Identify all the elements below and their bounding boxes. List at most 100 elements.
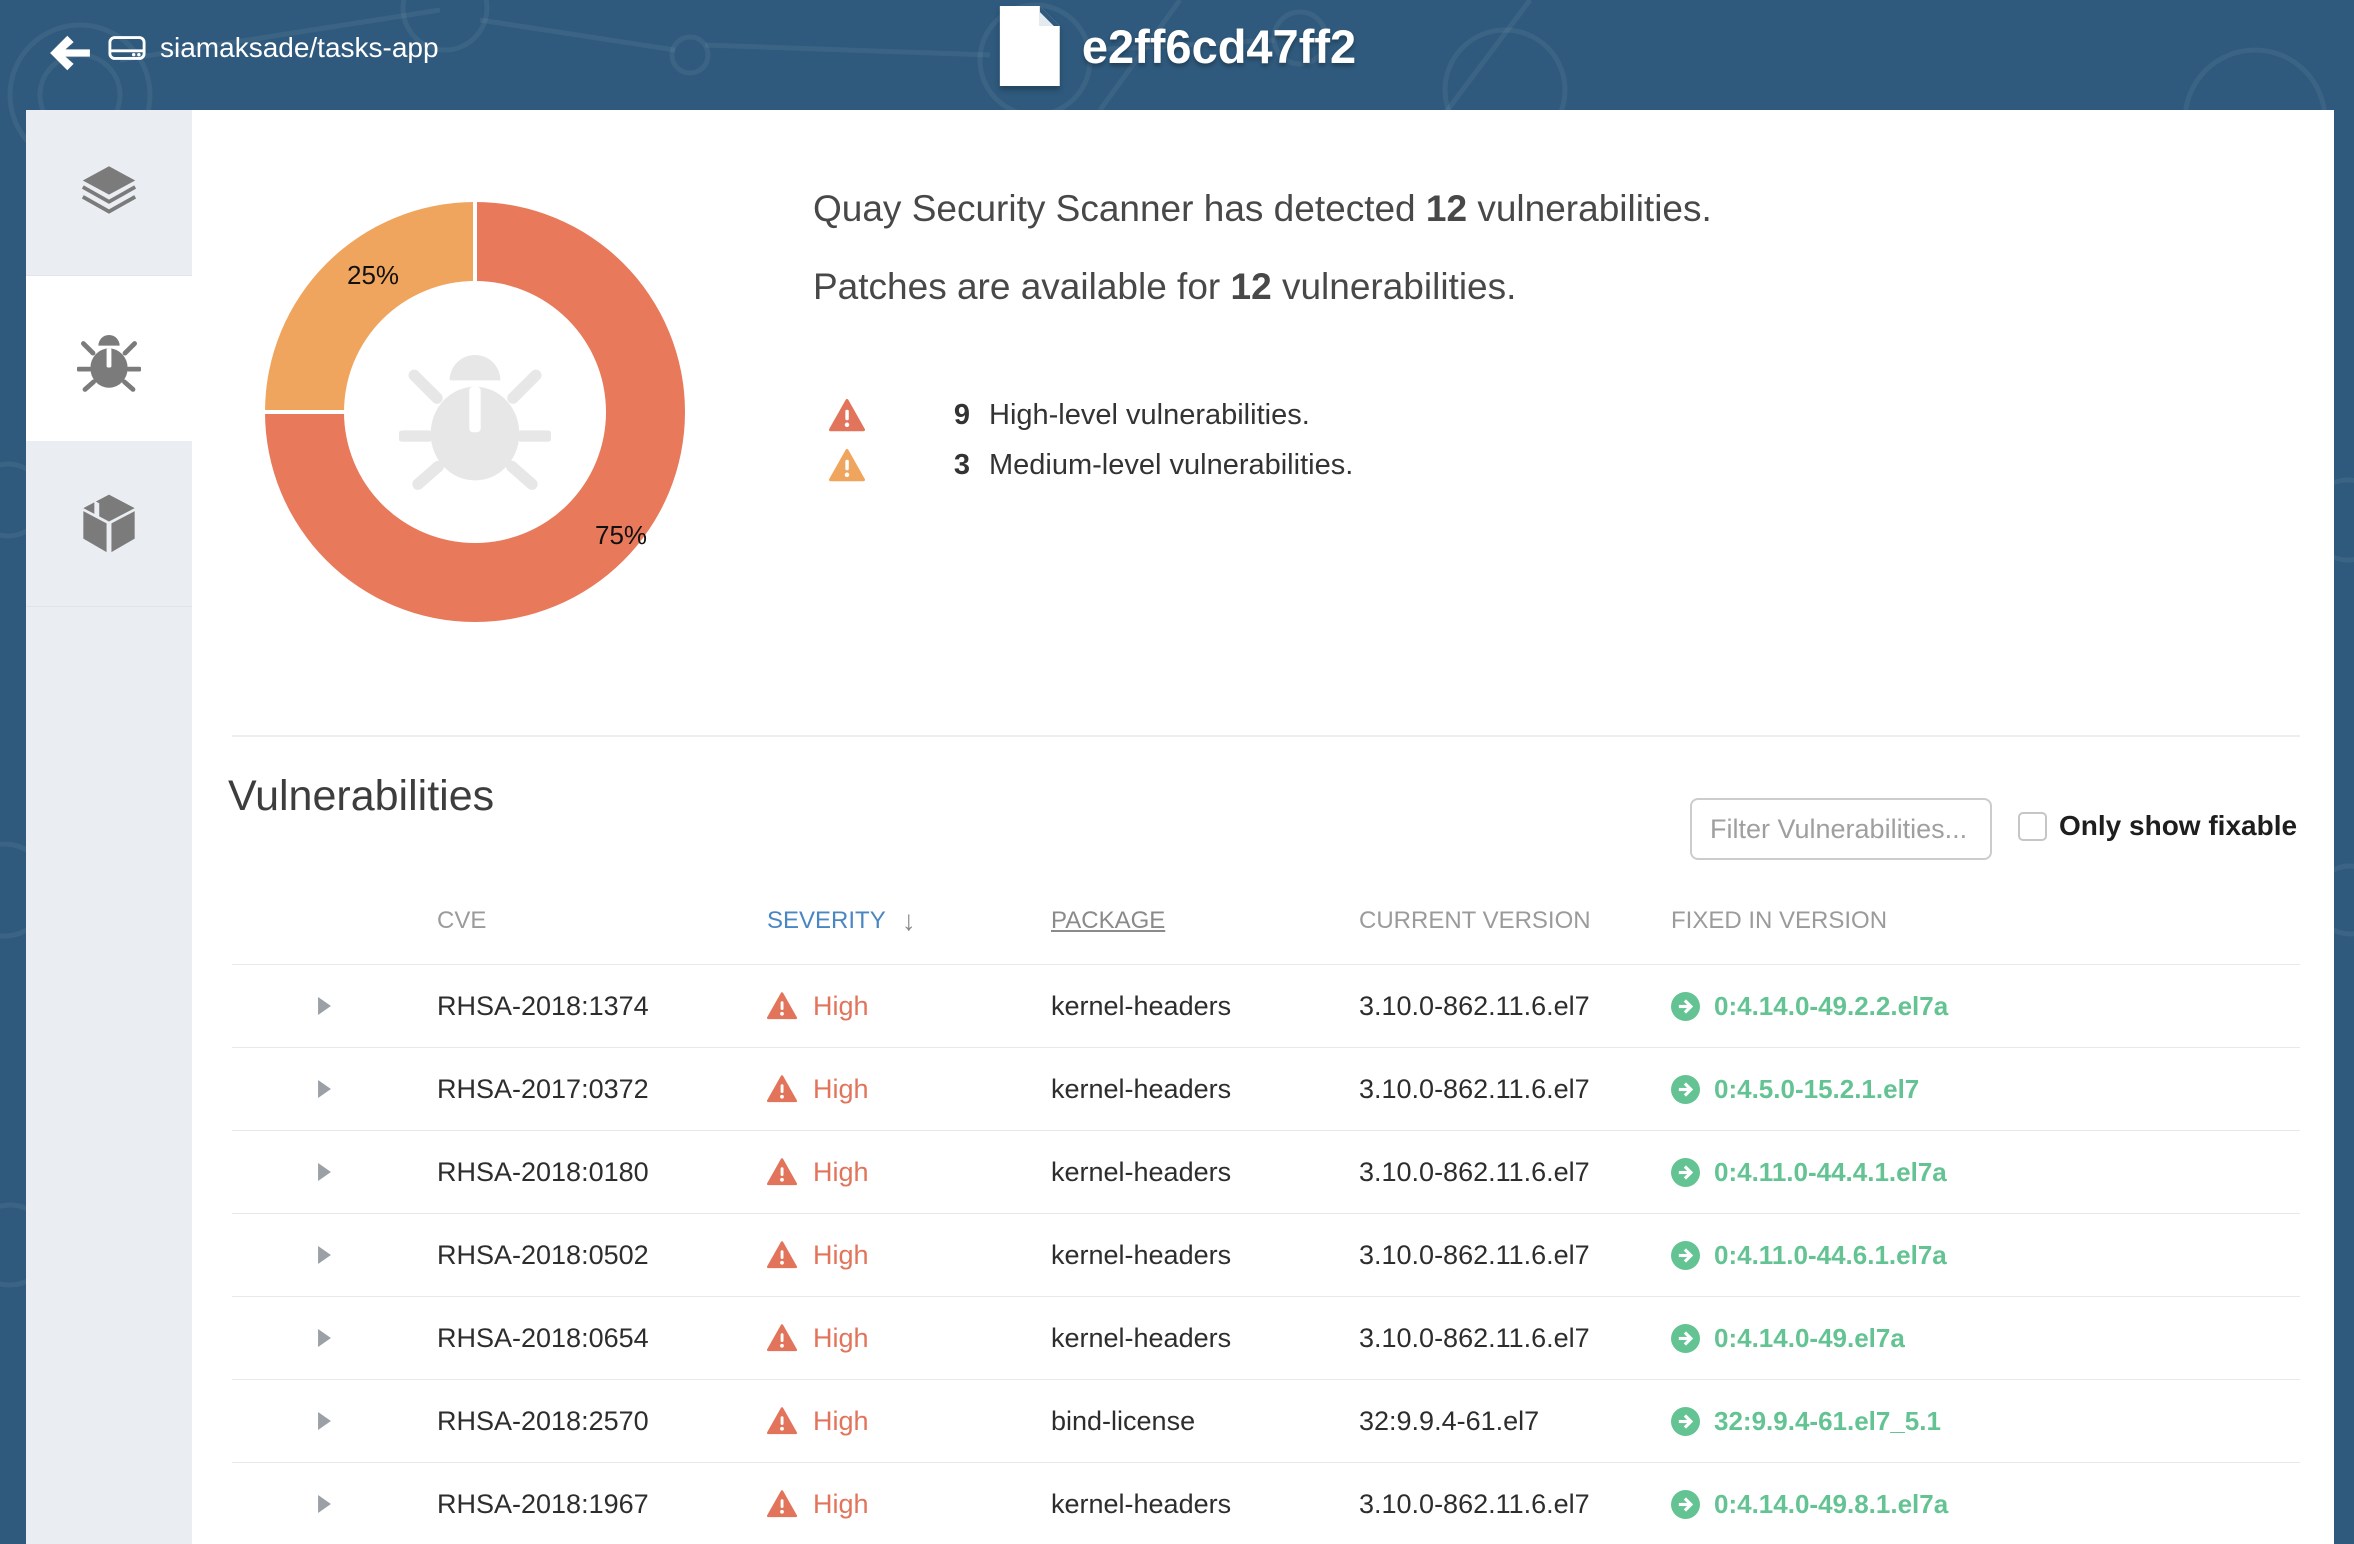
current-version-value: 3.10.0-862.11.6.el7 (1359, 1156, 1590, 1187)
fixed-version-icon (1671, 1323, 1700, 1353)
vuln-table-body: RHSA-2018:1374 High kernel-headers 3.10.… (232, 964, 2300, 1544)
current-version-value: 3.10.0-862.11.6.el7 (1359, 990, 1590, 1021)
repository-name: siamaksade/tasks-app (160, 32, 439, 63)
cve-value: RHSA-2018:1967 (437, 1488, 649, 1519)
medium-slice-label: 25% (347, 260, 400, 290)
column-header-current-version[interactable]: CURRENT VERSION (1359, 907, 1591, 934)
package-value: kernel-headers (1051, 1488, 1232, 1519)
column-header-severity[interactable]: SEVERITY ↓ (767, 905, 916, 936)
expand-caret-icon[interactable] (318, 1494, 331, 1513)
scan-summary: Quay Security Scanner has detected 12 vu… (813, 190, 1712, 305)
package-value: bind-license (1051, 1405, 1196, 1436)
medium-label: Medium-level vulnerabilities. (989, 448, 1354, 481)
vulnerability-row[interactable]: RHSA-2018:2570 High bind-license 32:9.9.… (232, 1379, 2300, 1462)
image-title: e2ff6cd47ff2 (998, 6, 1356, 86)
patches-count: 12 (1230, 266, 1272, 307)
repository-breadcrumb[interactable]: siamaksade/tasks-app (108, 32, 439, 64)
only-show-fixable-checkbox[interactable] (2018, 811, 2047, 841)
high-slice-label: 75% (595, 520, 648, 550)
detected-count: 12 (1425, 188, 1468, 229)
medium-count: 3 (953, 448, 971, 481)
table-header-row: CVE SEVERITY ↓ PACKAGE CURRENT VERSION F… (232, 878, 2300, 964)
fixed-version-value: 0:4.11.0-44.4.1.el7a (1714, 1156, 1947, 1187)
expand-caret-icon[interactable] (318, 1328, 331, 1347)
current-version-value: 3.10.0-862.11.6.el7 (1359, 1073, 1590, 1104)
vulnerability-donut-chart: 25% 75% (265, 202, 685, 622)
fixed-version-value: 0:4.14.0-49.2.2.el7a (1714, 990, 1949, 1021)
vulnerability-row[interactable]: RHSA-2018:0180 High kernel-headers 3.10.… (232, 1130, 2300, 1213)
sort-descending-icon[interactable]: ↓ (901, 905, 916, 936)
column-header-package[interactable]: PACKAGE (1051, 907, 1166, 934)
current-version-value: 3.10.0-862.11.6.el7 (1359, 1488, 1590, 1519)
expand-caret-icon[interactable] (318, 1411, 331, 1430)
fixed-version-value: 0:4.14.0-49.8.1.el7a (1714, 1488, 1949, 1519)
vulnerability-row[interactable]: RHSA-2017:0372 High kernel-headers 3.10.… (232, 1047, 2300, 1130)
top-header: siamaksade/tasks-app e2ff6cd47ff2 (0, 0, 2354, 110)
fixed-version-icon (1671, 1157, 1700, 1187)
medium-stat-row: 3 Medium-level vulnerabilities. (829, 440, 1353, 490)
severity-label: High (813, 1488, 869, 1519)
repository-icon (108, 36, 146, 60)
expand-caret-icon[interactable] (318, 1245, 331, 1264)
medium-warning-icon (829, 448, 865, 481)
sidebar-item-packages[interactable] (26, 441, 192, 607)
column-header-cve[interactable]: CVE (437, 907, 487, 934)
vulnerability-row[interactable]: RHSA-2018:1374 High kernel-headers 3.10.… (232, 964, 2300, 1047)
bug-watermark-icon (399, 355, 551, 490)
vulnerability-row[interactable]: RHSA-2018:0502 High kernel-headers 3.10.… (232, 1213, 2300, 1296)
high-severity-icon (767, 1324, 797, 1352)
package-value: kernel-headers (1051, 1322, 1232, 1353)
column-header-fixed-version[interactable]: FIXED IN VERSION (1671, 907, 1888, 934)
high-severity-icon (767, 1490, 797, 1518)
cve-value: RHSA-2017:0372 (437, 1073, 649, 1104)
current-version-value: 3.10.0-862.11.6.el7 (1359, 1239, 1590, 1270)
severity-label: High (813, 1073, 869, 1104)
package-icon (83, 494, 135, 552)
patches-line: Patches are available for 12 vulnerabili… (813, 266, 1517, 307)
vulnerabilities-heading: Vulnerabilities (228, 772, 495, 820)
sidebar-item-security-scan[interactable] (26, 276, 192, 441)
vulnerability-row[interactable]: RHSA-2018:1967 High kernel-headers 3.10.… (232, 1462, 2300, 1544)
fixed-version-value: 0:4.5.0-15.2.1.el7 (1714, 1073, 1920, 1104)
high-severity-icon (767, 992, 797, 1020)
fixed-version-icon (1671, 1489, 1700, 1519)
layers-icon (81, 165, 137, 214)
fixed-version-icon (1671, 991, 1700, 1021)
fixed-version-value: 32:9.9.4-61.el7_5.1 (1714, 1405, 1941, 1436)
fixed-version-value: 0:4.11.0-44.6.1.el7a (1714, 1239, 1947, 1270)
package-value: kernel-headers (1051, 1156, 1232, 1187)
detected-line: Quay Security Scanner has detected 12 vu… (813, 188, 1712, 229)
sidebar-item-layers[interactable] (26, 110, 192, 276)
expand-caret-icon[interactable] (318, 1079, 331, 1098)
image-id-title: e2ff6cd47ff2 (1081, 19, 1357, 73)
package-value: kernel-headers (1051, 1073, 1232, 1104)
expand-caret-icon[interactable] (318, 1162, 331, 1181)
severity-stats: 9 High-level vulnerabilities. 3 Medium-l… (829, 390, 1353, 490)
image-manifest-icon (999, 6, 1060, 86)
bug-icon (77, 334, 141, 392)
high-label: High-level vulnerabilities. (989, 398, 1310, 431)
fixed-version-icon (1671, 1406, 1700, 1436)
high-severity-icon (767, 1241, 797, 1269)
main-panel: 25% 75% Quay Security Scanner has detect… (26, 110, 2334, 1544)
only-show-fixable-control[interactable]: Only show fixable (2018, 810, 2297, 842)
fixed-version-value: 0:4.14.0-49.el7a (1714, 1322, 1905, 1353)
high-count: 9 (953, 398, 971, 431)
severity-label: High (813, 1239, 869, 1270)
vulnerability-row[interactable]: RHSA-2018:0654 High kernel-headers 3.10.… (232, 1296, 2300, 1379)
current-version-value: 32:9.9.4-61.el7 (1359, 1405, 1540, 1436)
expand-caret-icon[interactable] (318, 996, 331, 1015)
severity-label: High (813, 990, 869, 1021)
back-arrow-icon[interactable] (50, 34, 90, 72)
cve-value: RHSA-2018:0180 (437, 1156, 649, 1187)
current-version-value: 3.10.0-862.11.6.el7 (1359, 1322, 1590, 1353)
donut-hole (344, 281, 606, 543)
section-divider (232, 735, 2300, 737)
severity-label: High (813, 1405, 869, 1436)
fixed-version-icon (1671, 1240, 1700, 1270)
severity-label: High (813, 1156, 869, 1187)
filter-vulnerabilities-input[interactable] (1690, 798, 1992, 860)
only-show-fixable-label: Only show fixable (2059, 810, 2298, 841)
package-value: kernel-headers (1051, 1239, 1232, 1270)
